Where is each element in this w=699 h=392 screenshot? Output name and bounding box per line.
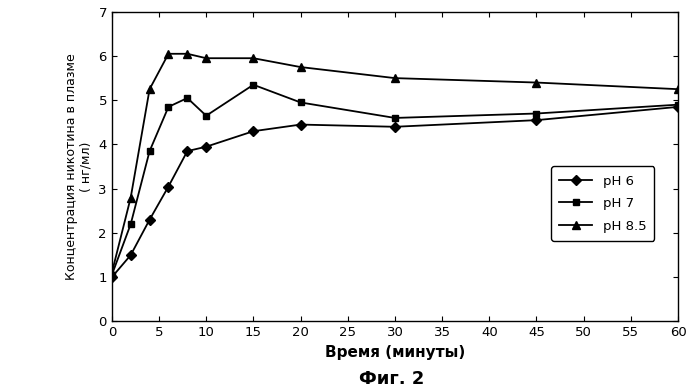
pH 8.5 <box>533 80 541 85</box>
Line: pH 6: pH 6 <box>108 103 682 281</box>
pH 6 <box>202 144 210 149</box>
Y-axis label: Концентрация никотина в плазме
( нг/мл): Концентрация никотина в плазме ( нг/мл) <box>65 53 93 280</box>
pH 8.5 <box>674 87 682 91</box>
pH 7 <box>533 111 541 116</box>
pH 8.5 <box>391 76 399 80</box>
pH 8.5 <box>145 87 154 91</box>
pH 6 <box>296 122 305 127</box>
pH 7 <box>164 105 173 109</box>
pH 7 <box>391 116 399 120</box>
Legend: pH 6, pH 7, pH 8.5: pH 6, pH 7, pH 8.5 <box>552 167 654 241</box>
pH 6 <box>127 253 135 258</box>
pH 8.5 <box>108 270 116 275</box>
pH 6 <box>164 184 173 189</box>
pH 8.5 <box>127 195 135 200</box>
pH 7 <box>202 113 210 118</box>
Text: Фиг. 2: Фиг. 2 <box>359 370 424 388</box>
pH 7 <box>674 102 682 107</box>
pH 6 <box>391 124 399 129</box>
X-axis label: Время (минуты): Время (минуты) <box>325 345 465 360</box>
pH 8.5 <box>202 56 210 61</box>
pH 7 <box>183 96 192 100</box>
pH 8.5 <box>183 51 192 56</box>
pH 7 <box>127 222 135 227</box>
Line: pH 8.5: pH 8.5 <box>108 50 682 277</box>
Line: pH 7: pH 7 <box>108 81 682 278</box>
pH 8.5 <box>249 56 257 61</box>
pH 8.5 <box>164 51 173 56</box>
pH 6 <box>145 217 154 222</box>
pH 6 <box>674 105 682 109</box>
pH 6 <box>183 149 192 154</box>
pH 7 <box>108 273 116 278</box>
pH 6 <box>533 118 541 123</box>
pH 8.5 <box>296 65 305 69</box>
pH 6 <box>249 129 257 134</box>
pH 7 <box>249 82 257 87</box>
pH 7 <box>145 149 154 154</box>
pH 7 <box>296 100 305 105</box>
pH 6 <box>108 275 116 279</box>
